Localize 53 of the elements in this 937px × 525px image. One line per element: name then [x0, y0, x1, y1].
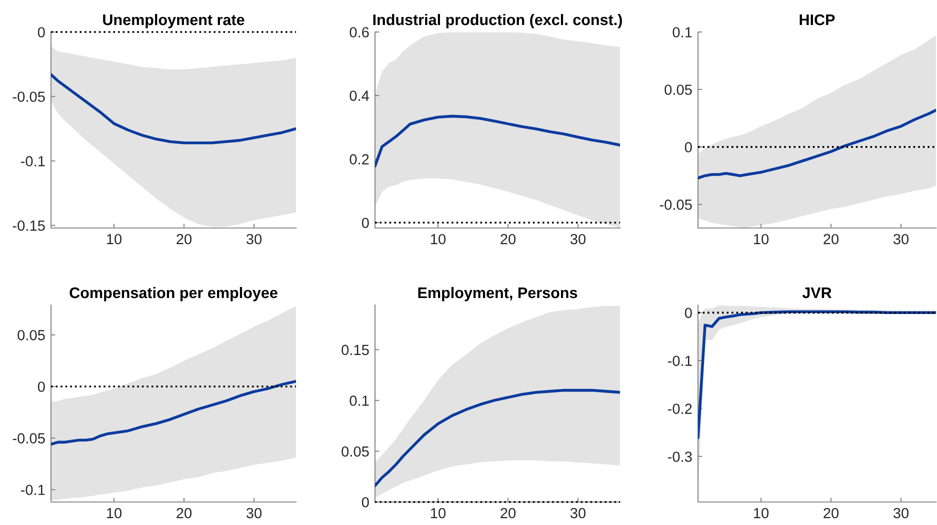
x-tick-label: 20 [176, 508, 192, 518]
x-tick-label: 10 [431, 508, 446, 518]
y-tick-label: 0.15 [342, 344, 369, 356]
x-tick-label: 30 [893, 234, 909, 244]
x-tick-label: 20 [176, 234, 192, 244]
x-tick-label: 30 [570, 234, 586, 244]
chart-title: JVR [802, 288, 832, 298]
y-tick-label: 0 [684, 142, 692, 152]
x-tick-label: 10 [754, 234, 769, 244]
y-tick-label: -0.15 [12, 220, 45, 231]
line-series [375, 114, 620, 168]
y-tick-label: 0.1 [672, 27, 692, 38]
y-tick-label: -0.05 [12, 433, 45, 444]
y-tick-label: 0 [684, 308, 692, 318]
y-tick-label: -0.2 [668, 404, 692, 414]
line-series [51, 380, 296, 446]
x-tick-label: 10 [107, 508, 122, 518]
y-tick-label: 0.05 [18, 330, 45, 340]
y-tick-label: -0.1 [20, 484, 45, 496]
line-series [375, 388, 620, 488]
y-tick-label: 0.2 [350, 154, 369, 164]
y-tick-label: 0 [362, 497, 369, 508]
x-tick-label: 30 [893, 508, 909, 518]
y-tick-label: 0 [38, 27, 45, 38]
x-tick-label: 10 [431, 234, 446, 244]
chart-title: HICP [800, 14, 835, 26]
line-series [698, 108, 936, 180]
y-tick-label: 0.6 [350, 27, 369, 38]
x-tick-label: 30 [246, 234, 262, 244]
x-tick-label: 10 [107, 234, 122, 244]
x-tick-label: 10 [754, 508, 769, 518]
chart-title: Compensation per employee [70, 286, 278, 302]
y-tick-label: -0.05 [12, 92, 45, 102]
y-tick-label: 0 [362, 218, 369, 228]
line-series [51, 73, 296, 144]
x-tick-label: 30 [246, 508, 262, 518]
x-tick-label: 20 [500, 508, 516, 518]
y-tick-label: 0.1 [350, 396, 369, 406]
x-tick-label: 30 [570, 508, 586, 518]
y-tick-label: 0.05 [664, 84, 692, 95]
chart-title: Industrial production (excl. const.) [373, 14, 622, 28]
y-tick-label: -0.1 [20, 156, 45, 166]
x-tick-label: 20 [500, 234, 516, 244]
y-tick-label: -0.1 [668, 356, 692, 366]
chart-title: Employment, Persons [418, 286, 578, 302]
y-tick-label: -0.3 [668, 452, 692, 462]
x-tick-label: 20 [824, 234, 839, 244]
chart-title: Unemployment rate [103, 14, 244, 28]
x-tick-label: 20 [824, 508, 839, 518]
y-tick-label: 0.4 [350, 90, 370, 101]
y-tick-label: 0.05 [342, 446, 369, 457]
y-tick-label: -0.05 [660, 200, 692, 210]
y-tick-label: 0 [38, 382, 45, 392]
